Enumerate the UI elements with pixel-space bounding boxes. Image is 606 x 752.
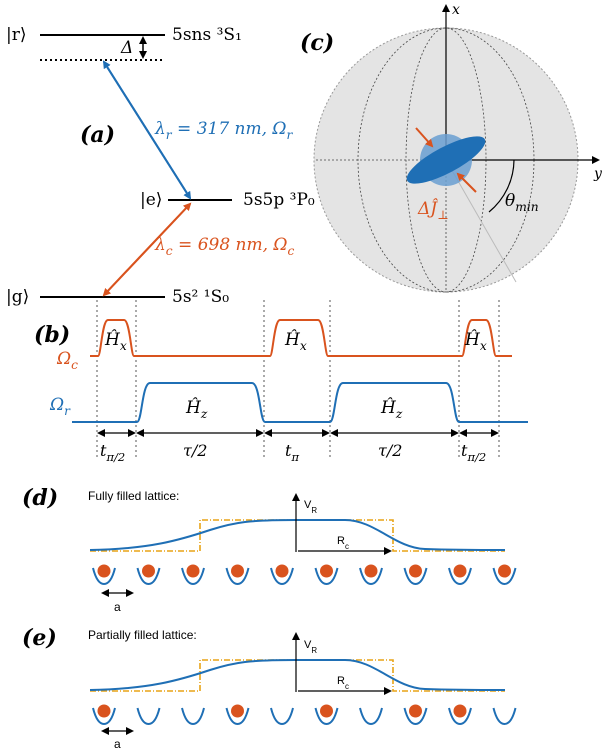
- omega-c-label: Ωc: [56, 349, 78, 372]
- rydberg-transition-label: λr = 317 nm, Ωr: [154, 119, 294, 142]
- atom: [409, 704, 422, 718]
- panel-d: (d) Fully filled lattice: VR Rc a: [22, 485, 517, 614]
- atom: [453, 564, 467, 578]
- theta-arc: [488, 159, 515, 213]
- lattice-well: [314, 567, 339, 586]
- atom: [186, 564, 200, 578]
- lattice-well: [403, 567, 428, 586]
- state-g: 5s² ¹S₀: [172, 287, 229, 307]
- theta-label: θmin: [505, 191, 539, 214]
- lattice-well: [359, 707, 383, 726]
- lattice-well: [181, 707, 205, 726]
- squeeze-label: ΔĴ⊥: [417, 199, 449, 222]
- atom: [453, 704, 467, 718]
- interval-3: tπ: [285, 441, 299, 464]
- rc-label-e: Rc: [337, 675, 349, 691]
- hz-label-2: Ĥz: [380, 397, 403, 421]
- potential-curve-d: [89, 519, 506, 551]
- atom: [142, 564, 155, 578]
- omega-r-label: Ωr: [49, 395, 71, 418]
- lattice-well: [270, 707, 294, 726]
- atom: [320, 704, 333, 718]
- atom: [97, 564, 111, 578]
- lattice-d: [92, 564, 517, 586]
- step-potential-d: [90, 519, 505, 552]
- lattice-well: [92, 567, 116, 586]
- lattice-well: [314, 707, 339, 726]
- ket-g: |g⟩: [6, 287, 29, 307]
- lattice-well: [225, 567, 250, 586]
- atom: [320, 564, 333, 578]
- lattice-well: [270, 567, 294, 586]
- hx-label-2: Ĥx: [284, 329, 307, 353]
- lattice-well: [403, 707, 428, 726]
- interval-2: τ/2: [183, 441, 207, 460]
- omega-c-trace: [90, 319, 512, 357]
- squeezed-state-ellipse: [406, 136, 486, 184]
- panel-d-label: (d): [22, 485, 58, 511]
- y-axis-label: y: [593, 166, 603, 182]
- hx-label-3: Ĥx: [464, 329, 487, 353]
- lattice-well: [136, 567, 161, 586]
- lattice-well: [359, 567, 383, 586]
- panel-b: (b) Ωc Ωr Ĥx Ĥx Ĥx Ĥz Ĥz tπ/2 τ/2: [34, 300, 528, 464]
- lattice-well: [492, 567, 517, 586]
- lattice-well: [448, 707, 472, 726]
- pulse-boundaries: [96, 300, 500, 460]
- detuning-label: Δ: [120, 38, 133, 58]
- panel-b-label: (b): [34, 322, 70, 348]
- atom: [364, 564, 378, 578]
- spacing-label-d: a: [114, 600, 121, 614]
- lattice-e: [92, 704, 517, 726]
- squeeze-arrow-top: [415, 127, 434, 148]
- panel-c: (c) x y ΔĴ⊥ θmin: [300, 2, 603, 293]
- panel-e: (e) Partially filled lattice: VR Rc a: [22, 625, 517, 751]
- atom: [275, 564, 289, 578]
- vr-label-e: VR: [304, 639, 317, 655]
- hx-label-1: Ĥx: [104, 329, 127, 353]
- x-axis-label: x: [452, 2, 460, 18]
- panel-d-title: Fully filled lattice:: [88, 489, 179, 503]
- lattice-well: [181, 567, 205, 586]
- atom: [231, 564, 244, 578]
- atom: [97, 704, 111, 718]
- lattice-well: [92, 707, 116, 726]
- lattice-well: [492, 707, 517, 726]
- squeeze-arrow-bottom: [456, 172, 477, 193]
- vr-label-d: VR: [304, 499, 317, 515]
- omega-r-trace: [72, 382, 528, 423]
- atom: [409, 564, 422, 578]
- interval-5: tπ/2: [461, 441, 486, 464]
- ket-r: |r⟩: [6, 25, 27, 45]
- clock-transition-label: λc = 698 nm, Ωc: [154, 235, 295, 258]
- state-e: 5s5p ³P₀: [243, 190, 315, 210]
- panel-e-title: Partially filled lattice:: [88, 628, 197, 642]
- lattice-well: [136, 707, 161, 726]
- interval-1: tπ/2: [100, 441, 125, 464]
- rydberg-arrow-back: [102, 60, 191, 199]
- panel-e-label: (e): [22, 625, 57, 651]
- spacing-label-e: a: [114, 737, 121, 751]
- atom: [231, 704, 244, 718]
- interval-4: τ/2: [378, 441, 402, 460]
- panel-a-label: (a): [80, 122, 115, 148]
- potential-curve-e: [89, 659, 506, 691]
- ket-e: |e⟩: [140, 190, 162, 210]
- step-potential-e: [90, 659, 505, 692]
- state-r: 5sns ³S₁: [172, 25, 242, 45]
- hz-label-1: Ĥz: [185, 397, 208, 421]
- panel-c-label: (c): [300, 30, 334, 56]
- lattice-well: [448, 567, 472, 586]
- rc-label-d: Rc: [337, 535, 349, 551]
- panel-a: (a) |r⟩ Δ 5sns ³S₁ |e⟩ 5s5p ³P₀ |g⟩ 5s² …: [6, 25, 315, 307]
- atom: [498, 564, 511, 578]
- lattice-well: [225, 707, 250, 726]
- clock-arrow-back: [102, 203, 191, 297]
